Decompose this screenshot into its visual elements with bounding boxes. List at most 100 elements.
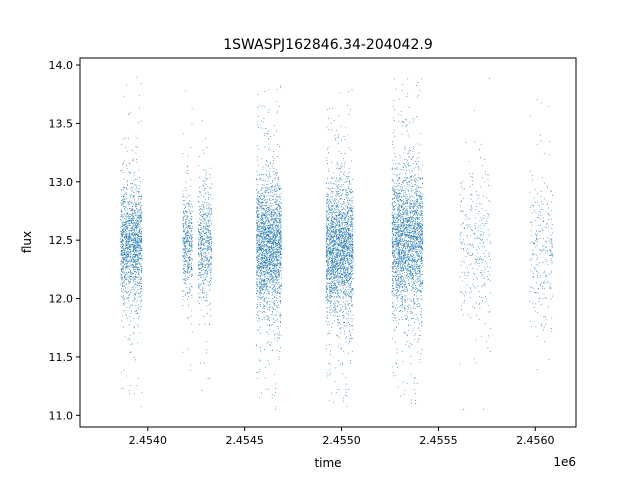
data-point xyxy=(123,233,124,235)
data-point xyxy=(125,181,127,183)
data-point xyxy=(280,234,282,236)
data-point xyxy=(198,229,199,231)
data-point xyxy=(342,203,344,205)
data-point xyxy=(276,270,278,271)
data-point xyxy=(121,204,123,206)
data-point xyxy=(262,219,264,221)
data-point xyxy=(128,239,130,241)
data-point xyxy=(268,272,270,274)
data-point xyxy=(205,138,207,139)
data-point xyxy=(124,309,126,311)
data-point xyxy=(133,241,135,243)
data-point xyxy=(182,219,184,221)
data-point xyxy=(120,241,122,242)
data-point xyxy=(134,251,135,253)
data-point xyxy=(200,289,201,291)
data-point xyxy=(135,252,137,254)
data-point xyxy=(128,251,130,253)
data-point xyxy=(264,266,266,268)
data-point xyxy=(132,245,134,247)
data-point xyxy=(264,262,265,264)
data-point xyxy=(199,237,201,238)
data-point xyxy=(273,308,275,310)
data-point xyxy=(271,189,273,191)
data-point xyxy=(138,285,140,287)
data-point xyxy=(140,279,142,281)
data-point xyxy=(137,216,138,218)
data-point xyxy=(121,291,123,293)
data-point xyxy=(135,251,136,253)
data-point xyxy=(132,287,134,289)
data-point xyxy=(186,261,188,263)
data-point xyxy=(140,306,142,308)
data-point xyxy=(129,217,131,219)
data-point xyxy=(135,184,137,186)
data-point xyxy=(270,259,272,261)
data-point xyxy=(260,233,262,235)
data-point xyxy=(136,258,138,260)
data-point xyxy=(269,162,271,164)
data-point xyxy=(335,181,337,183)
data-point xyxy=(124,186,125,188)
data-point xyxy=(134,198,136,200)
data-point xyxy=(187,316,189,318)
data-point xyxy=(210,212,212,214)
data-point xyxy=(280,85,282,87)
data-point xyxy=(132,250,134,252)
data-point xyxy=(273,233,275,235)
data-point xyxy=(210,235,212,237)
data-point xyxy=(263,228,265,230)
data-point xyxy=(350,282,352,284)
data-point xyxy=(326,157,328,159)
data-point xyxy=(279,218,281,220)
data-point xyxy=(186,237,188,239)
data-point xyxy=(205,171,207,173)
data-point xyxy=(190,265,192,267)
data-point xyxy=(272,276,274,278)
data-point xyxy=(189,369,191,371)
data-point xyxy=(120,218,122,220)
data-point xyxy=(261,267,262,269)
data-point xyxy=(271,226,273,228)
data-point xyxy=(259,239,261,241)
data-point xyxy=(343,247,344,249)
data-point xyxy=(198,302,200,304)
data-point xyxy=(263,317,265,318)
data-point xyxy=(280,233,282,235)
data-point xyxy=(139,258,141,260)
data-point xyxy=(182,291,184,293)
data-point xyxy=(206,352,207,354)
data-point xyxy=(256,305,258,307)
data-point xyxy=(134,289,135,291)
data-point xyxy=(263,272,265,274)
data-point xyxy=(261,257,263,259)
data-point xyxy=(348,303,350,305)
data-point xyxy=(191,331,193,333)
data-point xyxy=(271,218,273,220)
data-point xyxy=(256,237,258,238)
data-point xyxy=(257,284,259,286)
data-point xyxy=(189,258,191,260)
data-point xyxy=(131,220,133,222)
data-point xyxy=(277,252,279,254)
data-point xyxy=(268,261,270,263)
data-point xyxy=(210,247,212,249)
data-point xyxy=(187,211,189,213)
data-point xyxy=(273,242,275,244)
data-point xyxy=(260,228,262,229)
data-point xyxy=(331,280,333,282)
data-point xyxy=(271,279,273,281)
data-point xyxy=(188,304,189,306)
data-point xyxy=(205,270,207,272)
data-point xyxy=(261,209,263,211)
data-point xyxy=(349,326,351,328)
data-point xyxy=(271,253,273,255)
data-point xyxy=(256,183,258,185)
data-point xyxy=(256,372,258,374)
data-point xyxy=(134,247,136,249)
data-point xyxy=(206,257,208,259)
data-point xyxy=(206,146,208,148)
data-point xyxy=(131,229,133,231)
data-point xyxy=(338,276,340,278)
data-point xyxy=(345,278,346,280)
